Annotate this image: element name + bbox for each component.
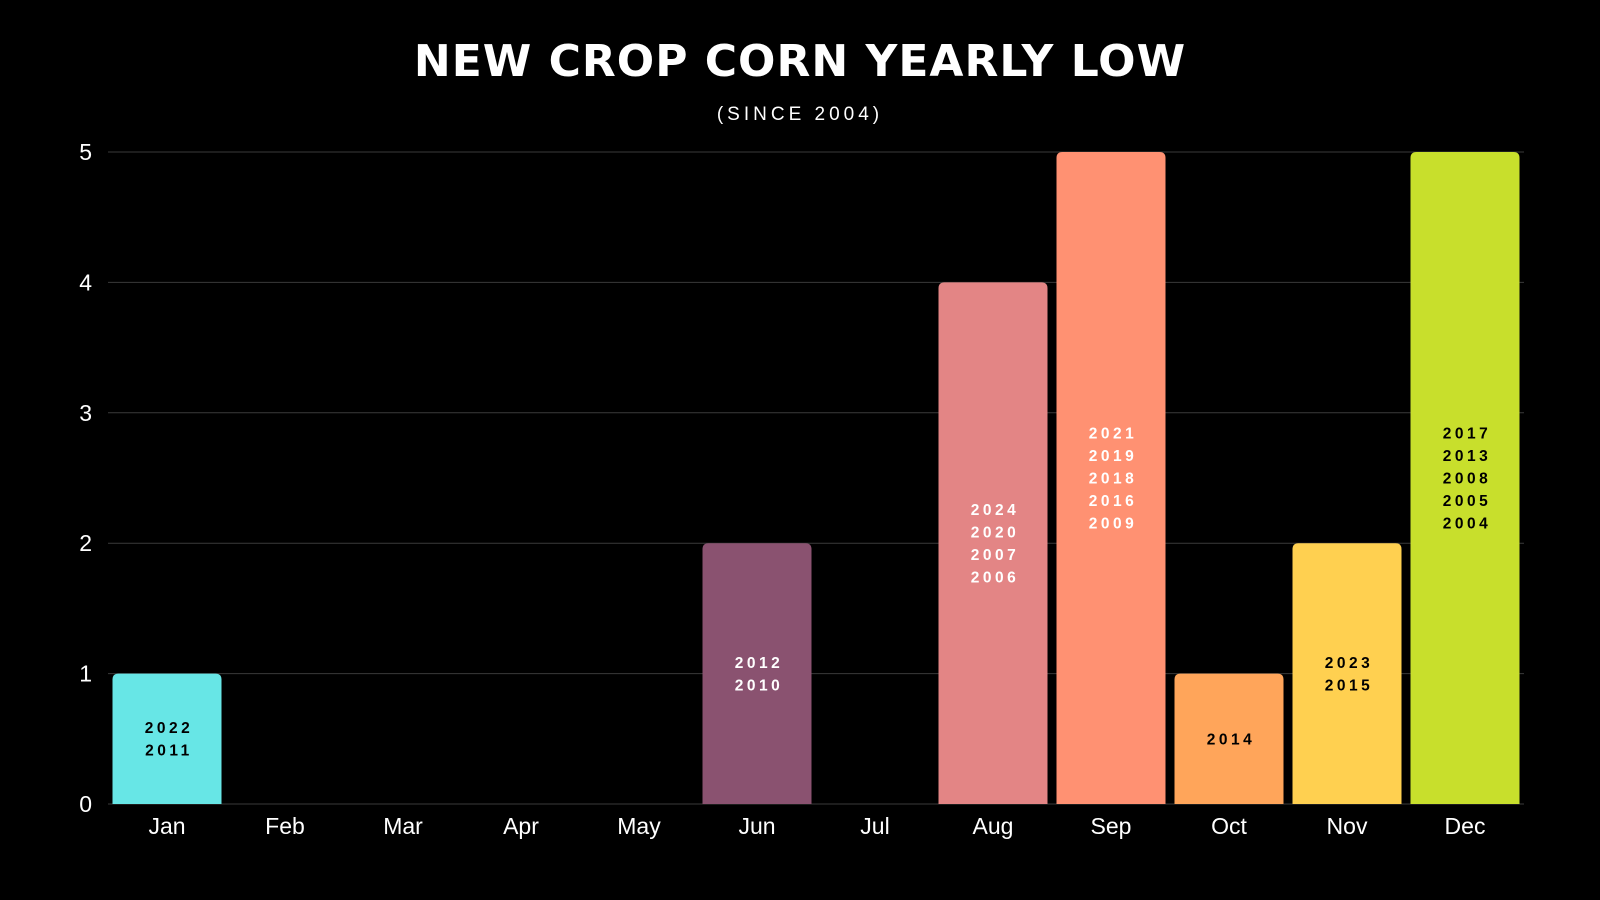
- bar-sep: [1056, 152, 1166, 804]
- bar-year-label: 2015: [1325, 677, 1373, 694]
- y-tick-label: 3: [79, 400, 92, 426]
- bar-year-label: 2010: [735, 677, 783, 694]
- x-axis: Jan Feb Mar Apr May Jun Jul Aug Sep Oct Nov Dec: [148, 813, 1485, 839]
- x-tick-label: Nov: [1327, 813, 1368, 839]
- bar-year-label: 2020: [971, 524, 1019, 541]
- bars: [112, 152, 1520, 804]
- bar-year-label: 2013: [1443, 448, 1491, 465]
- gridlines: [108, 151, 1524, 805]
- y-tick-label: 0: [79, 791, 92, 817]
- x-tick-label: Feb: [265, 813, 305, 839]
- bar-year-label: 2006: [971, 569, 1019, 586]
- bar-year-label: 2011: [145, 743, 193, 760]
- x-tick-label: May: [617, 813, 661, 839]
- y-tick-label: 5: [79, 139, 92, 165]
- bar-year-label: 2024: [971, 502, 1019, 519]
- x-tick-label: Sep: [1091, 813, 1132, 839]
- bar-year-label: 2018: [1089, 471, 1137, 488]
- y-tick-label: 4: [79, 269, 92, 295]
- bar-labels: 2022 2011 2012 2010 2024 2020 2007 2006 2021 2019…: [145, 426, 1491, 760]
- bar-year-label: 2008: [1443, 471, 1491, 488]
- bar-dec: [1410, 152, 1520, 804]
- bar-year-label: 2016: [1089, 493, 1137, 510]
- x-tick-label: Apr: [503, 813, 539, 839]
- bar-oct: [1174, 673, 1284, 804]
- x-tick-label: Jun: [738, 813, 775, 839]
- bar-year-label: 2005: [1443, 493, 1491, 510]
- bar-year-label: 2019: [1089, 448, 1137, 465]
- chart-subtitle: (SINCE 2004): [716, 104, 884, 125]
- bar-year-label: 2021: [1089, 426, 1137, 443]
- bar-year-label: 2017: [1443, 426, 1491, 443]
- x-tick-label: Jan: [148, 813, 185, 839]
- x-tick-label: Mar: [383, 813, 423, 839]
- bar-nov: [1292, 543, 1402, 804]
- bar-year-label: 2004: [1443, 516, 1491, 533]
- x-tick-label: Oct: [1211, 813, 1247, 839]
- chart-title: NEW CROP CORN YEARLY LOW: [413, 36, 1187, 87]
- x-tick-label: Jul: [860, 813, 889, 839]
- y-tick-label: 1: [79, 661, 92, 687]
- bar-aug: [938, 282, 1048, 804]
- bar-jan: [112, 673, 222, 804]
- bar-year-label: 2007: [971, 547, 1019, 564]
- y-axis: 0 1 2 3 4 5: [79, 139, 92, 817]
- bar-year-label: 2014: [1207, 731, 1255, 748]
- bar-year-label: 2012: [735, 655, 783, 672]
- bar-jun: [702, 543, 812, 804]
- x-tick-label: Aug: [973, 813, 1014, 839]
- bar-year-label: 2023: [1325, 655, 1373, 672]
- bar-year-label: 2009: [1089, 516, 1137, 533]
- x-tick-label: Dec: [1445, 813, 1486, 839]
- y-tick-label: 2: [79, 530, 92, 556]
- bar-year-label: 2022: [145, 720, 193, 737]
